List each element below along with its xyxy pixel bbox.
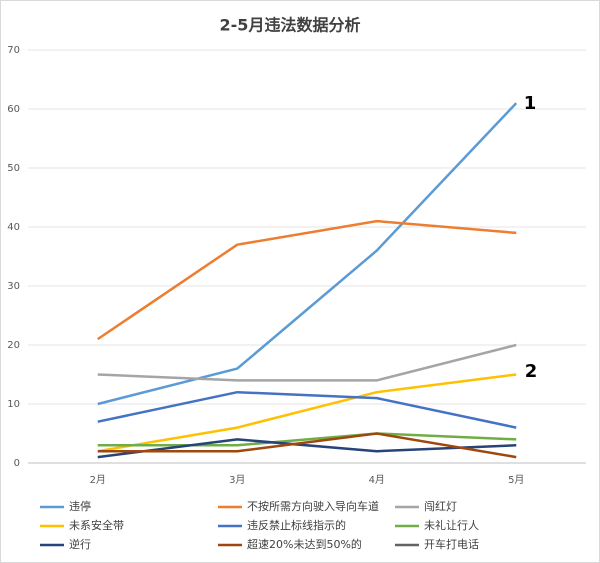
- legend-label: 违停: [69, 499, 91, 513]
- legend-label: 超速20%未达到50%的: [247, 537, 362, 551]
- series-line: [97, 432, 517, 447]
- annotation: 1: [524, 93, 537, 114]
- legend-label: 违反禁止标线指示的: [247, 518, 346, 532]
- x-tick-label: 4月: [369, 474, 385, 486]
- y-tick-label: 60: [7, 104, 20, 115]
- x-tick-label: 2月: [90, 474, 106, 486]
- legend-label: 不按所需方向驶入导向车道: [247, 499, 379, 513]
- y-tick-label: 40: [7, 222, 20, 233]
- y-tick-label: 50: [7, 163, 20, 174]
- legend-label: 未系安全带: [69, 518, 124, 532]
- x-tick-label: 3月: [229, 474, 245, 486]
- y-tick-label: 0: [14, 458, 20, 469]
- series-line: [97, 102, 518, 406]
- y-tick-label: 10: [7, 399, 20, 410]
- series-line: [97, 373, 517, 453]
- y-tick-label: 20: [7, 340, 20, 351]
- legend-label: 开车打电话: [424, 537, 479, 551]
- legend-label: 逆行: [69, 537, 91, 551]
- series-line: [97, 390, 517, 429]
- x-tick-label: 5月: [508, 474, 524, 486]
- legend-label: 闯红灯: [424, 499, 457, 513]
- series-line: [97, 438, 517, 459]
- series-line: [97, 219, 517, 341]
- chart-title: 2-5月违法数据分析: [220, 16, 361, 35]
- annotation: 2: [525, 361, 538, 382]
- series-line: [97, 343, 517, 382]
- y-tick-label: 30: [7, 281, 20, 292]
- series-line: [97, 432, 517, 459]
- legend-label: 未礼让行人: [424, 518, 479, 532]
- y-tick-label: 70: [7, 45, 20, 56]
